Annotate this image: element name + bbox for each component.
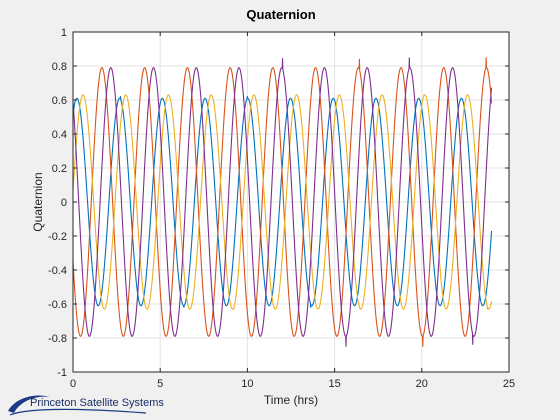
y-tick-label: 0 (61, 197, 67, 209)
chart-title: Quaternion (246, 7, 315, 22)
y-tick-label: -1 (57, 367, 67, 379)
x-tick-label: 15 (328, 378, 340, 390)
ticks-layer: 0 5 10 15 20 25 -1 -0.8 -0.6 -0.4 -0.2 0 0.2 0.4 0.6 0.… (48, 27, 515, 390)
y-tick-label: 1 (61, 27, 67, 39)
series-layer (72, 57, 493, 347)
y-tick-label: -0.2 (48, 231, 67, 243)
x-axis-label: Time (hrs) (264, 393, 318, 407)
y-tick-label: 0.2 (52, 163, 67, 175)
logo-text: Princeton Satellite Systems (30, 397, 164, 409)
x-tick-label: 20 (416, 378, 428, 390)
x-tick-label: 10 (241, 378, 253, 390)
y-tick-label: 0.4 (52, 129, 67, 141)
quaternion-series-line (72, 57, 493, 347)
x-tick-label: 0 (70, 378, 76, 390)
company-logo: Princeton Satellite Systems (6, 391, 164, 417)
y-tick-label: -0.4 (48, 265, 67, 277)
y-axis-label: Quaternion (31, 172, 45, 231)
quaternion-series-line (72, 94, 493, 310)
x-tick-label: 5 (157, 378, 163, 390)
y-tick-label: -0.8 (48, 333, 67, 345)
orbit-swoosh-icon (8, 395, 147, 416)
x-tick-label: 25 (503, 378, 515, 390)
y-tick-label: -0.6 (48, 299, 67, 311)
y-tick-label: 0.6 (52, 95, 67, 107)
quaternion-series-line (72, 57, 493, 347)
y-tick-label: 0.8 (52, 61, 67, 73)
